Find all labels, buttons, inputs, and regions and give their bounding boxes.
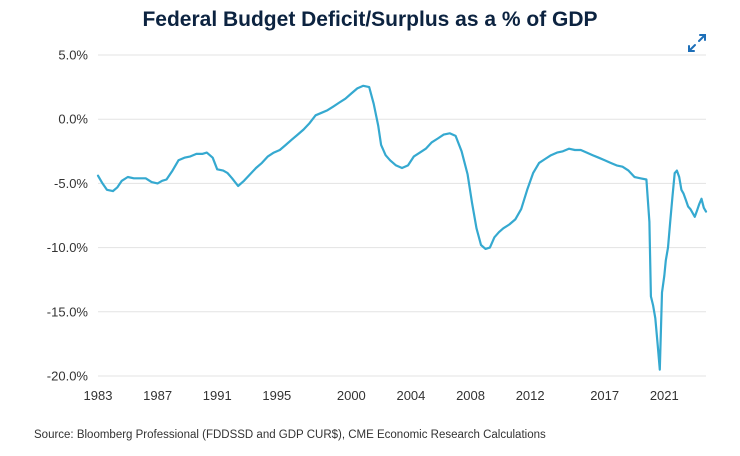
- y-tick-label: -20.0%: [47, 369, 89, 384]
- x-axis-labels: 1983 1987 1991 1995 2000 2004 2008 2012 2017 2021: [84, 388, 679, 403]
- series-layer: [96, 84, 708, 371]
- gridlines: [98, 54, 706, 377]
- x-tick-label: 2000: [337, 388, 366, 403]
- x-tick-label: 1983: [84, 388, 113, 403]
- y-tick-label: 0.0%: [58, 112, 88, 127]
- x-tick-label: 2008: [456, 388, 485, 403]
- y-axis-labels: 5.0% 0.0% -5.0% -10.0% -15.0% -20.0%: [47, 48, 89, 384]
- x-tick-label: 2017: [590, 388, 619, 403]
- x-tick-label: 2004: [396, 388, 425, 403]
- chart-title: Federal Budget Deficit/Surplus as a % of…: [142, 8, 598, 31]
- line-chart: 5.0% 0.0% -5.0% -10.0% -15.0% -20.0% 1983 1987…: [47, 48, 708, 403]
- series-line: [96, 84, 708, 371]
- x-tick-label: 2021: [650, 388, 679, 403]
- x-tick-label: 1995: [262, 388, 291, 403]
- expand-arrows-icon[interactable]: [686, 32, 708, 54]
- y-tick-label: -15.0%: [47, 304, 89, 319]
- x-tick-label: 1987: [143, 388, 172, 403]
- x-tick-label: 1991: [203, 388, 232, 403]
- y-tick-label: -10.0%: [47, 240, 89, 255]
- source-note: Source: Bloomberg Professional (FDDSSD a…: [34, 429, 546, 441]
- x-tick-label: 2012: [516, 388, 545, 403]
- y-tick-label: -5.0%: [54, 176, 88, 191]
- y-tick-label: 5.0%: [58, 48, 88, 63]
